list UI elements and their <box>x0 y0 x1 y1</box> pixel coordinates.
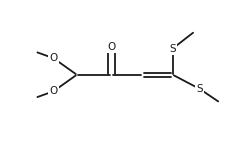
Text: O: O <box>50 53 58 63</box>
Text: O: O <box>108 42 116 52</box>
Text: O: O <box>50 86 58 96</box>
Text: S: S <box>170 44 176 54</box>
Text: S: S <box>196 84 203 94</box>
